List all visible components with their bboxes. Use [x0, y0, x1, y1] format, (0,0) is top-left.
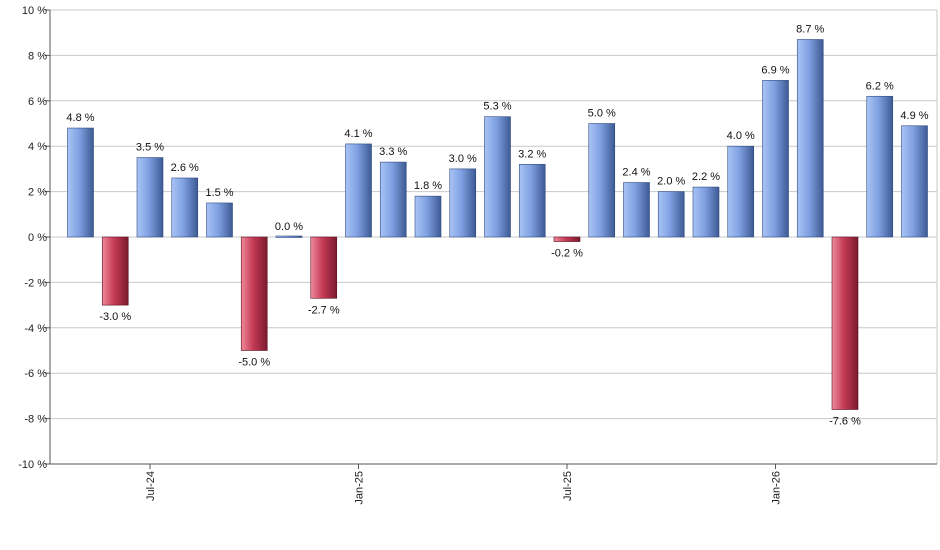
bar-jun-25: [518, 164, 546, 238]
data-labels-layer: 4.8 % -3.0 % 3.5 % 2.6 % 1.5 % -5.0 % 0.0 % -2.…: [66, 24, 928, 428]
bar-jan-26: [762, 80, 789, 238]
data-label: 2.0 %: [657, 176, 685, 188]
y-tick-label: 8 %: [28, 50, 47, 62]
y-tick-label: -2 %: [24, 277, 47, 289]
data-label: 3.0 %: [449, 153, 477, 165]
axis-layer: 10 % 8 % 6 % 4 % 2 % 0 % -2 % -4 % -6 % -8 % -10 %…: [18, 5, 937, 505]
x-tick-label: Jul-25: [562, 471, 574, 501]
data-label: 1.8 %: [414, 180, 442, 192]
bar-apr-25: [449, 168, 477, 238]
data-label: 6.2 %: [866, 80, 894, 92]
y-tick-label: -10 %: [18, 459, 47, 471]
bar-aug-24: [171, 177, 199, 238]
data-label: -0.2 %: [551, 248, 583, 260]
bar-feb-25: [379, 161, 407, 238]
bar-dec-25: [727, 145, 755, 238]
bar-may-24: [67, 127, 94, 238]
data-label: 1.5 %: [205, 187, 233, 199]
y-tick-label: -6 %: [24, 368, 47, 380]
x-tick-label: Jan-25: [354, 471, 366, 505]
bar-mar-25: [414, 195, 442, 238]
data-label: -5.0 %: [238, 357, 270, 369]
data-label: 4.0 %: [727, 130, 755, 142]
bar-oct-25: [657, 191, 685, 238]
y-tick-label: -8 %: [24, 414, 47, 426]
bar-sep-24: [206, 202, 233, 238]
bar-nov-24: [275, 235, 303, 238]
data-label: 4.1 %: [344, 128, 372, 140]
y-tick-label: -4 %: [24, 323, 47, 335]
bar-mar-26: [831, 236, 859, 410]
bar-jul-24: [136, 157, 164, 238]
data-label: 8.7 %: [796, 24, 824, 36]
bar-aug-25: [588, 123, 616, 238]
data-label: -7.6 %: [829, 416, 861, 428]
bar-feb-26: [796, 39, 824, 238]
y-tick-label: 2 %: [28, 187, 47, 199]
bar-jul-25: [553, 236, 581, 242]
bars-layer: [67, 39, 928, 410]
bar-oct-24: [240, 236, 268, 351]
bar-nov-25: [692, 186, 720, 238]
data-label: 4.9 %: [900, 110, 928, 122]
x-tick-label: Jan-26: [771, 471, 783, 505]
x-tick-label: Jul-24: [145, 471, 157, 501]
bar-jun-24: [101, 236, 129, 306]
data-label: 0.0 %: [275, 221, 303, 233]
y-tick-label: 6 %: [28, 96, 47, 108]
bar-jan-25: [345, 143, 372, 238]
bar-may-25: [484, 116, 511, 238]
bar-sep-25: [623, 182, 650, 238]
data-label: 3.5 %: [136, 142, 164, 154]
y-tick-label: 0 %: [28, 232, 47, 244]
y-tick-label: 4 %: [28, 141, 47, 153]
data-label: 3.3 %: [379, 146, 407, 158]
data-label: 5.3 %: [483, 101, 511, 113]
data-label: 3.2 %: [518, 148, 546, 160]
data-label: 4.8 %: [66, 112, 94, 124]
data-label: 2.4 %: [622, 167, 650, 179]
data-label: 5.0 %: [588, 108, 616, 120]
bar-may-26: [901, 125, 928, 238]
data-label: 2.2 %: [692, 171, 720, 183]
data-label: 2.6 %: [171, 162, 199, 174]
data-label: -2.7 %: [308, 304, 340, 316]
data-label: -3.0 %: [99, 311, 131, 323]
data-label: 6.9 %: [761, 64, 789, 76]
bar-apr-26: [866, 95, 894, 238]
bar-dec-24: [310, 236, 338, 299]
y-tick-label: 10 %: [22, 5, 47, 17]
